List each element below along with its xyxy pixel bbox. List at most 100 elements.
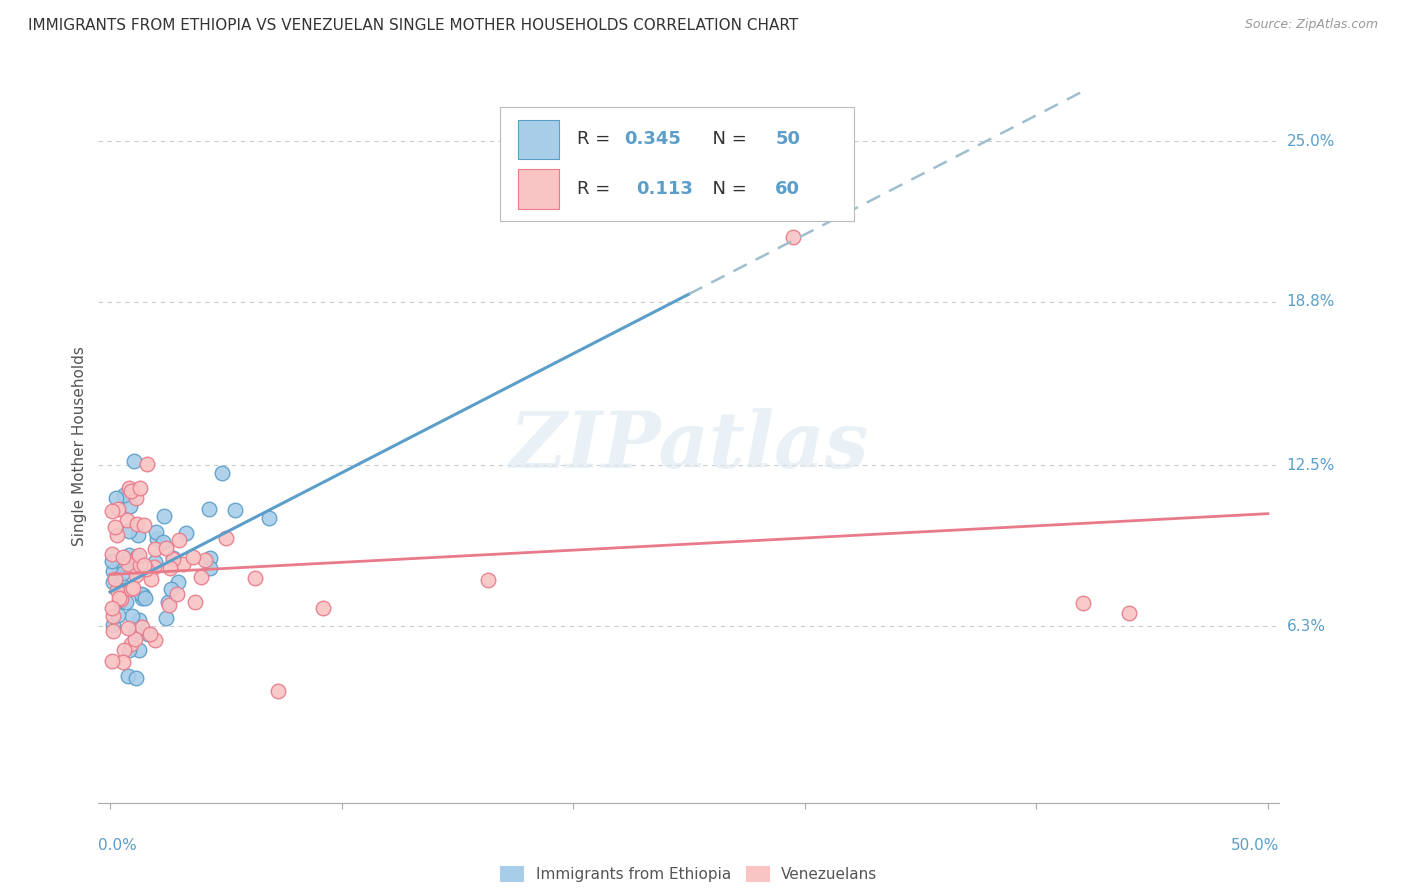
Point [101,548,124,562]
Point [155,541,177,555]
Point [145,525,167,540]
Point [129,587,152,601]
Point [134,558,156,572]
Text: R =: R = [576,180,621,198]
Point [112,642,135,657]
Point [159,560,181,574]
Text: 18.8%: 18.8% [1286,294,1334,310]
Point [152,535,174,549]
Text: N =: N = [700,130,752,148]
Point [103,618,125,632]
Text: R =: R = [576,130,616,148]
Point [194,553,217,567]
Point [141,572,163,586]
Text: Source: ZipAtlas.com: Source: ZipAtlas.com [1244,18,1378,31]
Point [117,669,139,683]
Point [108,583,131,598]
Text: 50: 50 [775,130,800,148]
Point [136,627,159,641]
Point [118,500,141,514]
Legend: Immigrants from Ethiopia, Venezuelans: Immigrants from Ethiopia, Venezuelans [495,860,883,888]
Point [143,632,166,647]
Text: 12.5%: 12.5% [1286,458,1334,473]
Point [111,655,134,669]
Point [104,572,127,586]
Point [124,672,146,686]
Point [129,482,152,496]
Text: 25.0%: 25.0% [1286,134,1334,149]
Point [157,598,180,612]
Point [477,573,499,587]
Point [125,491,148,506]
Point [124,626,146,640]
Point [167,533,190,548]
Point [120,582,142,596]
Point [267,683,290,698]
Point [118,549,141,563]
Point [1118,607,1140,621]
Point [128,558,150,573]
Point [184,594,207,608]
Point [112,487,135,501]
Point [108,591,131,605]
Point [120,484,142,499]
Point [139,627,162,641]
Point [125,550,148,565]
Point [120,637,142,651]
Text: 0.0%: 0.0% [98,838,138,854]
Point [117,481,139,495]
Text: 6.3%: 6.3% [1286,619,1326,634]
Text: 50.0%: 50.0% [1232,838,1279,854]
Point [156,595,179,609]
Point [197,502,219,516]
Y-axis label: Single Mother Households: Single Mother Households [72,346,87,546]
Point [162,552,184,566]
Point [103,624,125,638]
Point [101,564,124,578]
Point [128,643,150,657]
Point [111,550,134,565]
Point [105,528,128,542]
Text: N =: N = [700,180,752,198]
Point [112,566,135,581]
Point [1071,596,1094,610]
Point [143,555,166,569]
Text: IMMIGRANTS FROM ETHIOPIA VS VENEZUELAN SINGLE MOTHER HOUSEHOLDS CORRELATION CHAR: IMMIGRANTS FROM ETHIOPIA VS VENEZUELAN S… [28,18,799,33]
Point [132,588,155,602]
Point [131,591,153,605]
Point [162,551,184,566]
Point [155,610,177,624]
Point [104,520,127,534]
Point [108,594,131,608]
Point [172,557,194,571]
FancyBboxPatch shape [501,107,855,221]
Point [121,609,143,624]
Point [101,554,124,568]
Point [118,643,141,657]
Point [311,601,333,615]
Point [101,654,124,668]
Point [101,504,124,518]
Point [101,601,124,615]
Point [243,571,266,585]
Point [105,583,128,598]
Point [127,528,149,542]
Point [101,609,124,624]
Point [174,526,197,541]
Point [190,570,212,584]
Point [107,501,129,516]
Point [125,563,148,577]
Point [134,591,156,606]
Point [142,560,165,574]
Point [146,533,169,547]
Point [166,587,188,601]
Point [122,581,145,595]
Point [152,508,174,523]
Text: 0.345: 0.345 [624,130,681,148]
FancyBboxPatch shape [517,120,560,159]
Point [110,591,132,606]
Point [125,568,148,582]
Point [181,549,204,564]
Point [160,582,183,596]
Point [104,491,127,505]
